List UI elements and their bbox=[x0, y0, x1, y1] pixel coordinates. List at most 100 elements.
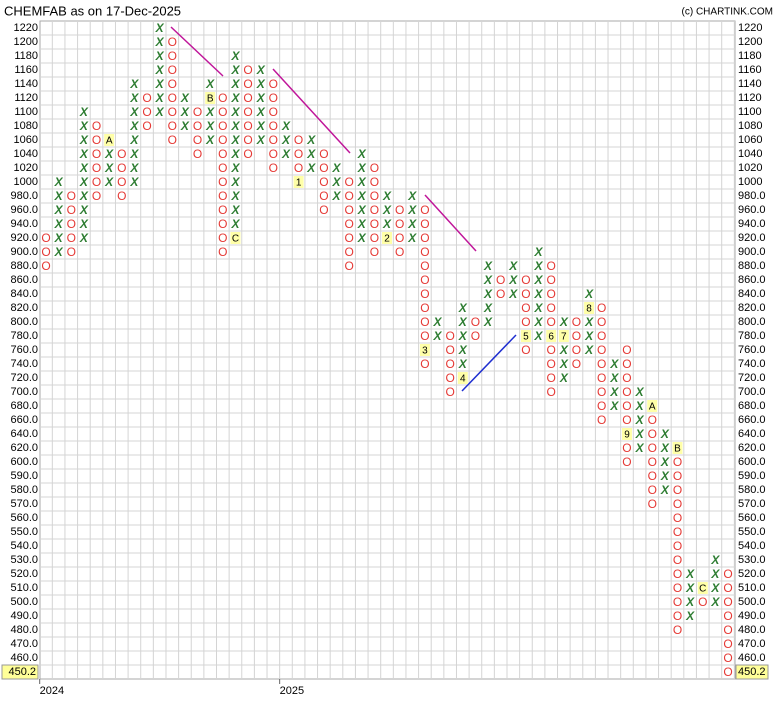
x-box: X bbox=[635, 385, 645, 399]
x-box: X bbox=[79, 119, 89, 133]
y-tick-label: 1140 bbox=[14, 78, 38, 90]
x-box: X bbox=[710, 581, 720, 595]
o-box: O bbox=[269, 119, 278, 133]
o-box: O bbox=[547, 287, 556, 301]
o-box: O bbox=[622, 413, 631, 427]
y-tick-label-right: 1100 bbox=[738, 106, 762, 118]
x-box: X bbox=[710, 553, 720, 567]
y-tick-label: 1100 bbox=[14, 106, 38, 118]
y-tick-label: 580.0 bbox=[10, 484, 38, 496]
x-box: X bbox=[129, 161, 139, 175]
o-box: O bbox=[597, 343, 606, 357]
x-box: X bbox=[660, 469, 670, 483]
o-box: O bbox=[420, 273, 429, 287]
y-tick-label: 1040 bbox=[14, 148, 38, 160]
month-marker-box bbox=[419, 344, 430, 356]
x-box: X bbox=[635, 413, 645, 427]
x-box: X bbox=[155, 91, 165, 105]
o-box: O bbox=[622, 385, 631, 399]
x-box: X bbox=[54, 231, 64, 245]
y-tick-label-right: 1200 bbox=[738, 36, 762, 48]
o-box: O bbox=[597, 357, 606, 371]
y-tick-label-right: 530.0 bbox=[738, 554, 766, 566]
o-box: O bbox=[243, 91, 252, 105]
x-box: X bbox=[79, 147, 89, 161]
y-tick-label: 760.0 bbox=[10, 344, 38, 356]
o-box: O bbox=[269, 133, 278, 147]
o-box: O bbox=[92, 161, 101, 175]
y-tick-label-right: 960.0 bbox=[738, 204, 766, 216]
y-tick-label-right: 1040 bbox=[738, 148, 762, 160]
o-box: O bbox=[218, 105, 227, 119]
y-tick-label: 490.0 bbox=[10, 610, 38, 622]
o-box: O bbox=[218, 147, 227, 161]
month-marker: 9 bbox=[624, 430, 630, 441]
o-box: O bbox=[673, 455, 682, 469]
o-box: O bbox=[193, 105, 202, 119]
o-box: O bbox=[420, 329, 429, 343]
o-box: O bbox=[117, 147, 126, 161]
o-box: O bbox=[168, 49, 177, 63]
o-box: O bbox=[622, 441, 631, 455]
x-box: X bbox=[205, 119, 215, 133]
y-tick-label: 1000 bbox=[14, 176, 38, 188]
x-box: X bbox=[79, 189, 89, 203]
last-price-label-right: 450.2 bbox=[738, 666, 766, 678]
x-box: X bbox=[129, 133, 139, 147]
o-box: O bbox=[597, 315, 606, 329]
o-box: O bbox=[319, 147, 328, 161]
o-box: O bbox=[648, 413, 657, 427]
o-box: O bbox=[496, 287, 505, 301]
o-box: O bbox=[723, 581, 732, 595]
month-marker: A bbox=[106, 136, 113, 147]
y-tick-label: 880.0 bbox=[10, 260, 38, 272]
o-box: O bbox=[521, 273, 530, 287]
month-marker-box bbox=[621, 428, 632, 440]
o-box: O bbox=[117, 161, 126, 175]
y-tick-label: 1220 bbox=[14, 22, 38, 34]
x-box: X bbox=[433, 315, 443, 329]
x-box: X bbox=[357, 203, 367, 217]
x-box: X bbox=[357, 147, 367, 161]
y-tick-label-right: 620.0 bbox=[738, 442, 766, 454]
y-tick-label-right: 490.0 bbox=[738, 610, 766, 622]
x-box: X bbox=[230, 49, 240, 63]
o-box: O bbox=[420, 217, 429, 231]
o-box: O bbox=[648, 427, 657, 441]
y-tick-label-right: 1080 bbox=[738, 120, 762, 132]
y-tick-label-right: 940.0 bbox=[738, 218, 766, 230]
o-box: O bbox=[67, 245, 76, 259]
y-tick-label: 900.0 bbox=[10, 246, 38, 258]
o-box: O bbox=[673, 539, 682, 553]
o-box: O bbox=[445, 371, 454, 385]
o-box: O bbox=[319, 189, 328, 203]
o-box: O bbox=[445, 385, 454, 399]
x-box: X bbox=[79, 161, 89, 175]
x-box: X bbox=[357, 217, 367, 231]
o-box: O bbox=[547, 343, 556, 357]
y-tick-label: 600.0 bbox=[10, 456, 38, 468]
o-box: O bbox=[218, 175, 227, 189]
o-box: O bbox=[218, 203, 227, 217]
x-box: X bbox=[483, 301, 493, 315]
o-box: O bbox=[243, 147, 252, 161]
o-box: O bbox=[622, 343, 631, 357]
o-box: O bbox=[67, 189, 76, 203]
x-box: X bbox=[155, 77, 165, 91]
o-box: O bbox=[193, 147, 202, 161]
x-box: X bbox=[155, 35, 165, 49]
y-tick-label: 620.0 bbox=[10, 442, 38, 454]
x-box: X bbox=[104, 175, 114, 189]
o-box: O bbox=[269, 105, 278, 119]
o-box: O bbox=[193, 119, 202, 133]
x-box: X bbox=[584, 343, 594, 357]
x-box: X bbox=[205, 105, 215, 119]
x-box: X bbox=[331, 189, 341, 203]
o-box: O bbox=[547, 259, 556, 273]
x-box: X bbox=[155, 63, 165, 77]
o-box: O bbox=[723, 609, 732, 623]
x-box: X bbox=[534, 315, 544, 329]
x-box: X bbox=[230, 119, 240, 133]
x-box: X bbox=[180, 119, 190, 133]
x-box: X bbox=[433, 329, 443, 343]
